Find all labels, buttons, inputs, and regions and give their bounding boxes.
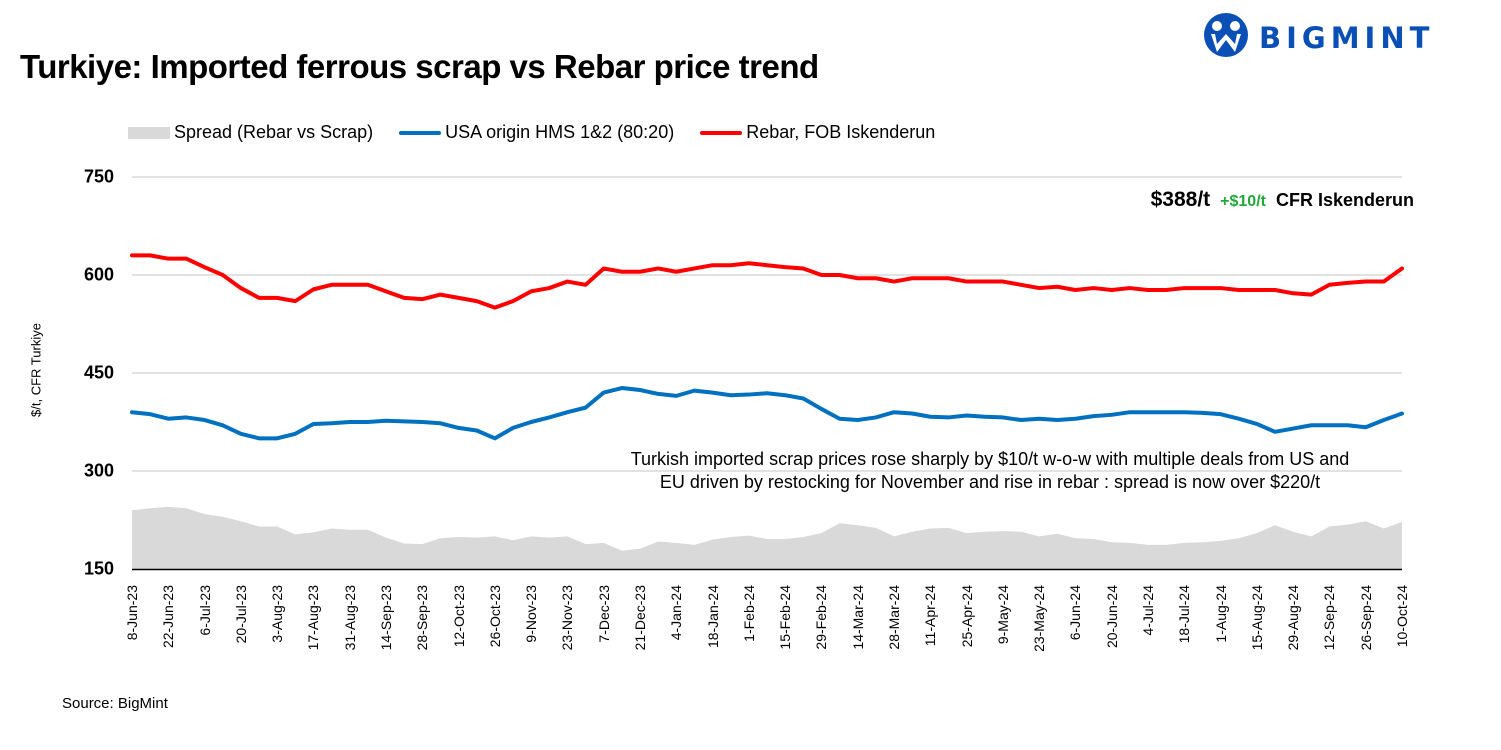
- x-tick-label: 10-Oct-24: [1394, 585, 1410, 648]
- x-tick-label: 20-Jun-24: [1103, 585, 1120, 649]
- source-note: Source: BigMint: [62, 695, 168, 712]
- x-tick-label: 29-Aug-24: [1285, 585, 1302, 651]
- x-tick-label: 31-Aug-23: [341, 585, 358, 651]
- bigmint-logo-icon: [1204, 13, 1248, 57]
- x-tick-label: 12-Oct-23: [450, 585, 467, 648]
- x-tick-label: 28-Mar-24: [886, 585, 902, 650]
- x-tick-label: 15-Feb-24: [777, 585, 794, 650]
- legend-swatch-scrap: [399, 130, 442, 135]
- x-tick-label: 9-May-24: [994, 585, 1011, 645]
- legend-item-scrap: USA origin HMS 1&2 (80:20): [399, 122, 674, 143]
- x-tick-label: 6-Jul-23: [196, 585, 213, 636]
- x-tick-label: 22-Jun-23: [160, 585, 177, 649]
- x-tick-label: 7-Dec-23: [595, 585, 612, 643]
- legend-label-rebar: Rebar, FOB Iskenderun: [746, 122, 936, 142]
- x-tick-label: 15-Aug-24: [1248, 585, 1265, 651]
- x-tick-label: 6-Jun-24: [1067, 585, 1084, 641]
- x-tick-label: 23-May-24: [1031, 585, 1048, 652]
- legend-item-rebar: Rebar, FOB Iskenderun: [700, 122, 935, 143]
- x-tick-label: 8-Jun-23: [124, 585, 140, 641]
- x-tick-label: 4-Jul-24: [1140, 585, 1156, 636]
- legend-swatch-rebar: [700, 130, 743, 135]
- x-tick-label: 11-Apr-24: [922, 585, 939, 647]
- chart-title: Turkiye: Imported ferrous scrap vs Rebar…: [20, 48, 819, 85]
- bigmint-logo: BIGMINT: [1203, 12, 1434, 64]
- x-tick-label: 14-Sep-23: [378, 585, 394, 651]
- latest-price-callout: $388/t +$10/t CFR Iskenderun: [1151, 188, 1414, 212]
- x-tick-label: 28-Sep-23: [414, 585, 431, 651]
- legend-item-spread: Spread (Rebar vs Scrap): [128, 122, 373, 143]
- y-tick-label: 300: [83, 460, 114, 481]
- x-tick-label: 9-Nov-23: [523, 585, 540, 643]
- legend-label-spread: Spread (Rebar vs Scrap): [174, 122, 374, 142]
- x-tick-label: 18-Jan-24: [704, 585, 721, 649]
- x-tick-label: 26-Oct-23: [486, 585, 503, 648]
- annotation-line-1: Turkish imported scrap prices rose sharp…: [630, 449, 1350, 469]
- legend-swatch-spread: [128, 126, 170, 139]
- x-tick-label: 26-Sep-24: [1357, 585, 1374, 651]
- legend: Spread (Rebar vs Scrap) USA origin HMS 1…: [128, 122, 961, 143]
- x-tick-label: 20-Jul-23: [232, 585, 249, 644]
- x-tick-label: 14-Mar-24: [849, 585, 866, 650]
- x-tick-label: 21-Dec-23: [632, 585, 648, 651]
- x-tick-label: 12-Sep-24: [1321, 585, 1338, 651]
- legend-label-scrap: USA origin HMS 1&2 (80:20): [445, 122, 675, 142]
- y-tick-label: 150: [83, 558, 114, 579]
- y-tick-label: 750: [83, 166, 114, 187]
- x-tick-label: 3-Aug-23: [269, 585, 286, 643]
- x-tick-label: 17-Aug-23: [305, 585, 322, 651]
- y-tick-label: 450: [83, 362, 114, 383]
- x-tick-label: 4-Jan-24: [668, 585, 685, 641]
- bigmint-logo-text: BIGMINT: [1259, 21, 1435, 55]
- x-tick-label: 25-Apr-24: [958, 585, 975, 648]
- spread-area: [132, 506, 1402, 569]
- callout-price: $388/t: [1150, 188, 1211, 211]
- callout-location: CFR Iskenderun: [1275, 190, 1414, 210]
- x-tick-label: 23-Nov-23: [559, 585, 576, 651]
- x-tick-label: 1-Feb-24: [740, 585, 757, 642]
- callout-change: +$10/t: [1220, 193, 1266, 210]
- x-tick-label: 29-Feb-24: [813, 585, 830, 650]
- x-tick-label: 1-Aug-24: [1212, 585, 1229, 643]
- x-tick-label: 18-Jul-24: [1176, 585, 1193, 644]
- rebar-price-line: [130, 253, 1404, 310]
- annotation-line-2: EU driven by restocking for November and…: [659, 472, 1321, 492]
- y-tick-label: 600: [83, 264, 114, 285]
- chart-annotation: Turkish imported scrap prices rose sharp…: [560, 448, 1420, 494]
- scrap-price-line: [130, 386, 1404, 441]
